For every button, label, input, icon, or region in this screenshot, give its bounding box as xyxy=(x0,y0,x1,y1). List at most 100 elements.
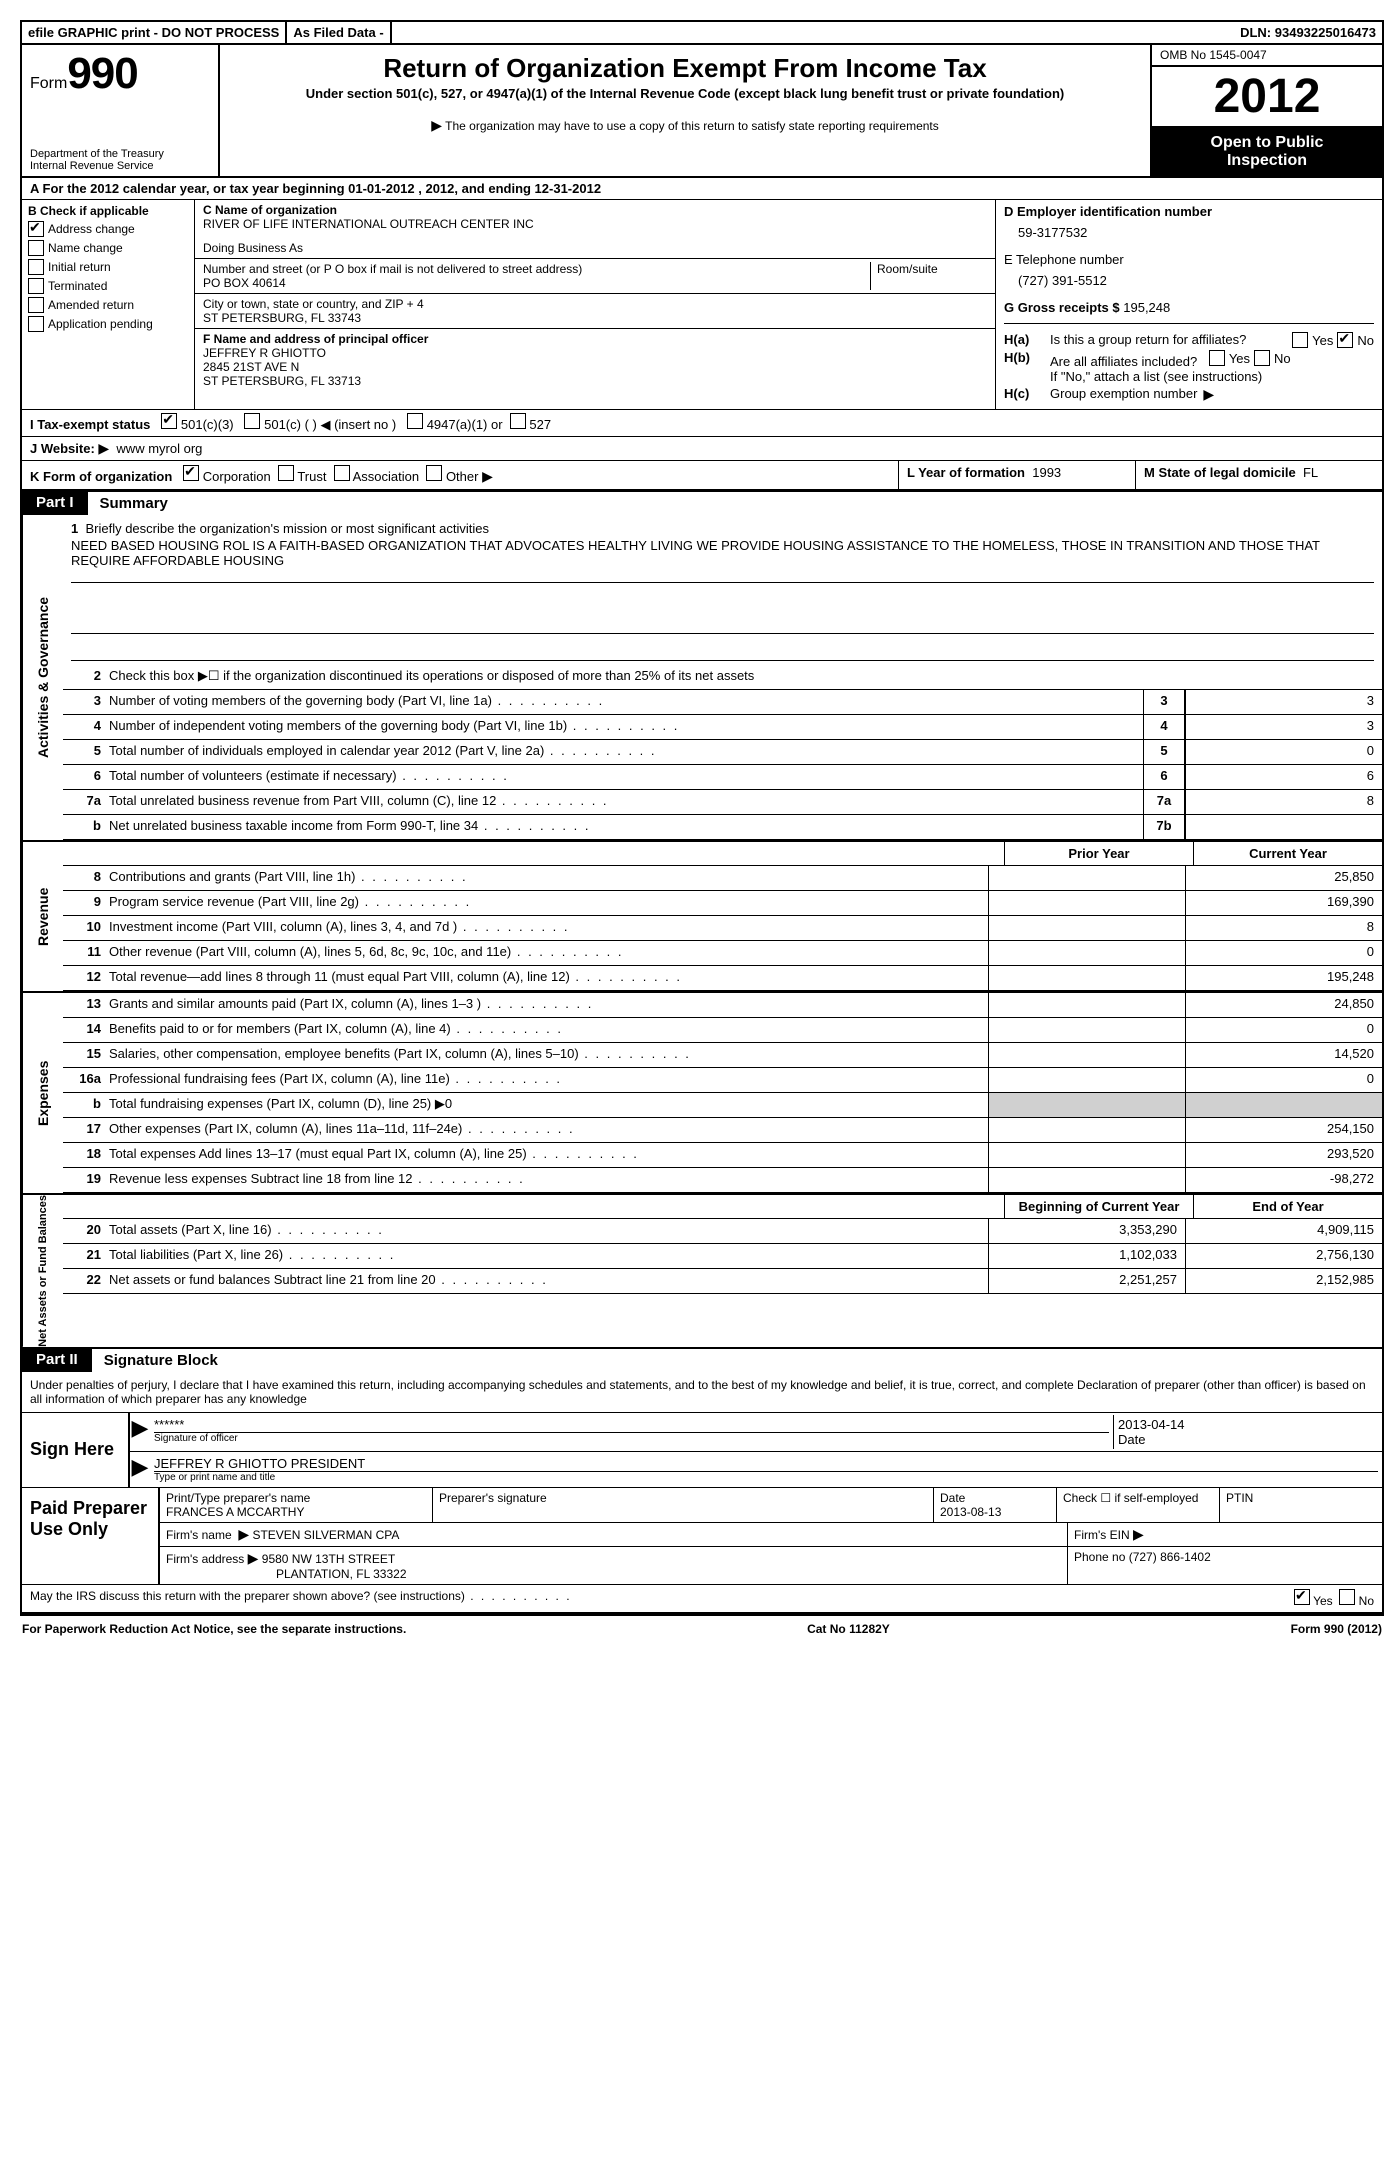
dept: Department of the Treasury Internal Reve… xyxy=(30,148,210,172)
section-expenses: Expenses 13Grants and similar amounts pa… xyxy=(22,993,1382,1195)
row-j-website: J Website: ▶ www myrol org xyxy=(22,437,1382,461)
summary-line-22: 22Net assets or fund balances Subtract l… xyxy=(63,1269,1382,1294)
hc-row: H(c) Group exemption number ▶ xyxy=(1004,386,1374,403)
sig-arrow-2: ▶ xyxy=(130,1454,150,1485)
paperwork-notice: For Paperwork Reduction Act Notice, see … xyxy=(22,1622,406,1636)
cb-other[interactable] xyxy=(426,465,442,481)
row-i-tax-exempt: I Tax-exempt status 501(c)(3) 501(c) ( )… xyxy=(22,410,1382,437)
form-note: ▶ The organization may have to use a cop… xyxy=(230,117,1140,134)
net-header: Beginning of Current Year End of Year xyxy=(63,1195,1382,1219)
part-2-header: Part II Signature Block xyxy=(22,1347,1382,1372)
checkbox-amended[interactable] xyxy=(28,297,44,313)
hb-yes[interactable] xyxy=(1209,350,1225,366)
summary-line-b: bNet unrelated business taxable income f… xyxy=(63,815,1382,840)
mission-text: NEED BASED HOUSING ROL IS A FAITH-BASED … xyxy=(71,536,1374,583)
dba-label: Doing Business As xyxy=(203,241,987,255)
line-1-mission: 1 Briefly describe the organization's mi… xyxy=(63,515,1382,665)
part-2-title: Signature Block xyxy=(92,1347,1382,1372)
summary-line-14: 14Benefits paid to or for members (Part … xyxy=(63,1018,1382,1043)
ha-row: H(a) Is this a group return for affiliat… xyxy=(1004,332,1374,348)
discuss-row: May the IRS discuss this return with the… xyxy=(22,1585,1382,1614)
h-section: H(a) Is this a group return for affiliat… xyxy=(1004,323,1374,405)
part-1-header: Part I Summary xyxy=(22,490,1382,515)
discuss-no[interactable] xyxy=(1339,1589,1355,1605)
gross-receipts: G Gross receipts $ 195,248 xyxy=(1004,300,1374,315)
row-a-tax-year: A For the 2012 calendar year, or tax yea… xyxy=(22,178,1382,200)
officer-box: F Name and address of principal officer … xyxy=(195,329,995,409)
cb-501c[interactable] xyxy=(244,413,260,429)
sig-stars: ****** xyxy=(154,1417,1109,1432)
hb-row: H(b) Are all affiliates included? YesNo … xyxy=(1004,350,1374,384)
summary-line-21: 21Total liabilities (Part X, line 26)1,1… xyxy=(63,1244,1382,1269)
col-b-label: B Check if applicable xyxy=(28,204,188,218)
summary-line-18: 18Total expenses Add lines 13–17 (must e… xyxy=(63,1143,1382,1168)
dln: DLN: 93493225016473 xyxy=(1234,22,1382,43)
discuss-yes[interactable] xyxy=(1294,1589,1310,1605)
checkbox-name-change[interactable] xyxy=(28,240,44,256)
ha-no[interactable] xyxy=(1337,332,1353,348)
row-k-form-org: K Form of organization Corporation Trust… xyxy=(22,461,1382,490)
summary-line-10: 10Investment income (Part VIII, column (… xyxy=(63,916,1382,941)
summary-line-16a: 16aProfessional fundraising fees (Part I… xyxy=(63,1068,1382,1093)
part-2-tab: Part II xyxy=(22,1348,92,1371)
section-governance: Activities & Governance 1 Briefly descri… xyxy=(22,515,1382,842)
summary-line-6: 6Total number of volunteers (estimate if… xyxy=(63,765,1382,790)
discuss-question: May the IRS discuss this return with the… xyxy=(30,1589,1294,1608)
end-year-header: End of Year xyxy=(1193,1195,1382,1218)
cb-527[interactable] xyxy=(510,413,526,429)
phone-value: (727) 391-5512 xyxy=(1004,267,1374,300)
officer-addr1: 2845 21ST AVE N xyxy=(203,360,987,374)
sig-officer-label: Signature of officer xyxy=(154,1432,1109,1444)
paid-preparer-section: Paid Preparer Use Only Print/Type prepar… xyxy=(22,1488,1382,1585)
cb-trust[interactable] xyxy=(278,465,294,481)
sign-here-row: Sign Here ▶ ****** Signature of officer … xyxy=(22,1413,1382,1488)
summary-line-8: 8Contributions and grants (Part VIII, li… xyxy=(63,866,1382,891)
cb-4947[interactable] xyxy=(407,413,423,429)
sign-here-label: Sign Here xyxy=(22,1413,130,1487)
vlabel-governance: Activities & Governance xyxy=(22,515,63,840)
line-2: 2 Check this box ▶☐ if the organization … xyxy=(63,665,1382,690)
summary-line-15: 15Salaries, other compensation, employee… xyxy=(63,1043,1382,1068)
sig-name-label: Type or print name and title xyxy=(154,1471,1378,1483)
blank-line-1 xyxy=(71,607,1374,634)
header-left: Form990 Department of the Treasury Inter… xyxy=(22,45,220,176)
addr-label: Number and street (or P O box if mail is… xyxy=(203,262,864,276)
addr-value: PO BOX 40614 xyxy=(203,276,864,290)
checkbox-address-change[interactable] xyxy=(28,221,44,237)
room-label: Room/suite xyxy=(871,262,987,290)
checkbox-app-pending[interactable] xyxy=(28,316,44,332)
summary-line-4: 4Number of independent voting members of… xyxy=(63,715,1382,740)
ha-yes[interactable] xyxy=(1292,332,1308,348)
form-number: Form990 xyxy=(30,49,210,99)
col-d-right: D Employer identification number 59-3177… xyxy=(996,200,1382,409)
ein-label: D Employer identification number xyxy=(1004,204,1374,219)
phone-label: E Telephone number xyxy=(1004,252,1374,267)
page-footer: For Paperwork Reduction Act Notice, see … xyxy=(20,1616,1384,1642)
current-year-header: Current Year xyxy=(1193,842,1382,865)
omb-number: OMB No 1545-0047 xyxy=(1152,45,1382,67)
cb-assoc[interactable] xyxy=(334,465,350,481)
section-net-assets: Net Assets or Fund Balances Beginning of… xyxy=(22,1195,1382,1347)
cb-corp[interactable] xyxy=(183,465,199,481)
section-b-through-h: B Check if applicable Address change Nam… xyxy=(22,200,1382,410)
col-b-checkboxes: B Check if applicable Address change Nam… xyxy=(22,200,195,409)
dept-treasury: Department of the Treasury xyxy=(30,148,210,160)
summary-line-5: 5Total number of individuals employed in… xyxy=(63,740,1382,765)
summary-line-13: 13Grants and similar amounts paid (Part … xyxy=(63,993,1382,1018)
checkbox-initial-return[interactable] xyxy=(28,259,44,275)
city-value: ST PETERSBURG, FL 33743 xyxy=(203,311,987,325)
checkbox-terminated[interactable] xyxy=(28,278,44,294)
hb-no[interactable] xyxy=(1254,350,1270,366)
dln-label: DLN: xyxy=(1240,25,1271,40)
address-box: Number and street (or P O box if mail is… xyxy=(195,259,995,294)
tax-year: 2012 xyxy=(1152,67,1382,128)
header-right: OMB No 1545-0047 2012 Open to Public Ins… xyxy=(1152,45,1382,176)
cb-501c3[interactable] xyxy=(161,413,177,429)
sig-name: JEFFREY R GHIOTTO PRESIDENT xyxy=(154,1456,1378,1471)
as-filed: As Filed Data - xyxy=(287,22,391,43)
beg-year-header: Beginning of Current Year xyxy=(1004,1195,1193,1218)
section-revenue: Revenue Prior Year Current Year 8Contrib… xyxy=(22,842,1382,993)
form-990: efile GRAPHIC print - DO NOT PROCESS As … xyxy=(20,20,1384,1616)
summary-line-3: 3Number of voting members of the governi… xyxy=(63,690,1382,715)
dept-irs: Internal Revenue Service xyxy=(30,160,210,172)
